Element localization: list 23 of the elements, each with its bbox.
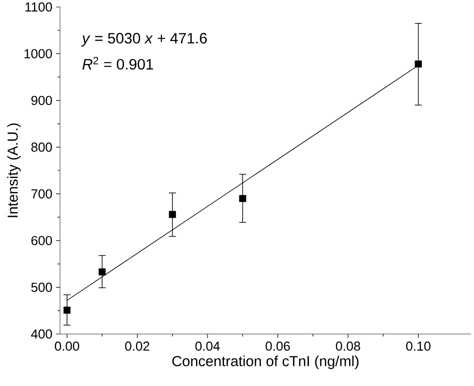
y-tick-label: 700	[31, 189, 52, 198]
point	[414, 60, 422, 68]
x-tick-label: 0.08	[336, 342, 360, 351]
y-tick-label: 400	[31, 329, 52, 339]
x-tick-label: 0.06	[266, 342, 290, 351]
y-tick-label: 500	[31, 282, 52, 292]
y-tick-label: 800	[31, 142, 52, 152]
x-tick-label: 0.00	[54, 342, 80, 351]
x-tick-label: 0.10	[406, 342, 430, 351]
point	[168, 210, 176, 218]
x-tick-label: 0.04	[195, 342, 220, 351]
point	[64, 306, 71, 314]
annotation: y = 5030 x + 471.6	[81, 32, 207, 46]
y-tick-label: 1000	[24, 49, 52, 58]
point	[98, 268, 106, 276]
point	[239, 195, 246, 202]
y-tick-label: 900	[31, 96, 52, 106]
y-tick-label: 1100	[26, 2, 52, 12]
x-tick-label: 0.02	[125, 342, 150, 351]
y-tick-label: 600	[31, 236, 52, 246]
y-axis-title: Intensity (A.U.)	[7, 123, 21, 218]
x-axis-title: Concentration of cTnI (ng/ml)	[172, 356, 358, 370]
annotation: R$^{2}$ = 0.901	[82, 56, 154, 70]
